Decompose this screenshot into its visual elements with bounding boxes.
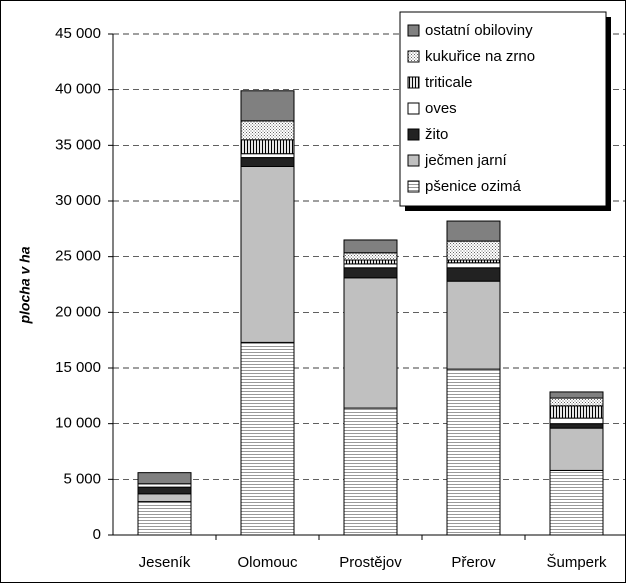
y-tick-label: 5 000: [63, 470, 101, 487]
legend-label: ječmen jarní: [424, 152, 508, 169]
bar-segment: [240, 341, 295, 536]
bar-segment: [240, 120, 295, 141]
x-tick-label: Jeseník: [139, 554, 191, 571]
legend-swatch: [407, 154, 420, 167]
legend-swatch: [407, 24, 420, 37]
legend-label: ostatní obiloviny: [425, 22, 533, 39]
bar-segment: [137, 493, 192, 503]
legend-swatch: [407, 180, 420, 193]
x-tick-label: Olomouc: [237, 554, 298, 571]
bar-segment: [549, 405, 604, 419]
bar-segment: [549, 391, 604, 399]
bar-segment: [240, 90, 295, 122]
bar-segment: [446, 240, 501, 261]
bar-segment: [137, 501, 192, 536]
y-tick-label: 0: [93, 526, 101, 543]
bar-segment: [240, 139, 295, 155]
bar-segment: [549, 417, 604, 425]
bar-segment: [343, 267, 398, 279]
bar-segment: [137, 486, 192, 495]
bar-segment: [446, 368, 501, 536]
bar-segment: [446, 280, 501, 370]
y-tick-label: 25 000: [55, 248, 101, 265]
bar-segment: [446, 267, 501, 282]
y-tick-label: 35 000: [55, 136, 101, 153]
bar-segment: [137, 472, 192, 485]
x-tick-label: Prostějov: [339, 554, 402, 571]
legend: [399, 11, 607, 207]
legend-label: pšenice ozimá: [425, 178, 522, 195]
y-tick-label: 30 000: [55, 192, 101, 209]
bar-segment: [240, 157, 295, 167]
legend-label: triticale: [425, 74, 473, 91]
bar-segment: [446, 220, 501, 242]
y-tick-label: 15 000: [55, 359, 101, 376]
bar-segment: [446, 262, 501, 269]
y-tick-label: 10 000: [55, 415, 101, 432]
bar-segment: [549, 427, 604, 471]
bar-segment: [343, 407, 398, 536]
legend-swatch: [407, 76, 420, 89]
bar-segment: [549, 397, 604, 407]
bar-segment: [343, 239, 398, 254]
bar-segment: [549, 469, 604, 536]
legend-label: žito: [425, 126, 448, 143]
legend-swatch: [407, 50, 420, 63]
bar-segment: [343, 263, 398, 269]
legend-label: kukuřice na zrno: [425, 48, 535, 65]
legend-swatch: [407, 128, 420, 141]
y-tick-label: 45 000: [55, 25, 101, 42]
bar-segment: [343, 277, 398, 409]
x-tick-label: Přerov: [451, 554, 496, 571]
bar-segment: [549, 423, 604, 429]
y-axis-label: plocha v ha: [17, 246, 33, 324]
y-tick-label: 40 000: [55, 81, 101, 98]
bar-segment: [343, 252, 398, 261]
y-tick-label: 20 000: [55, 303, 101, 320]
bar-segment: [240, 165, 295, 343]
bar-segment: [343, 259, 398, 265]
x-tick-label: Šumperk: [546, 554, 607, 571]
bar-segment: [240, 153, 295, 159]
legend-swatch: [407, 102, 420, 115]
legend-label: oves: [425, 100, 457, 117]
bar-segment: [137, 483, 192, 488]
